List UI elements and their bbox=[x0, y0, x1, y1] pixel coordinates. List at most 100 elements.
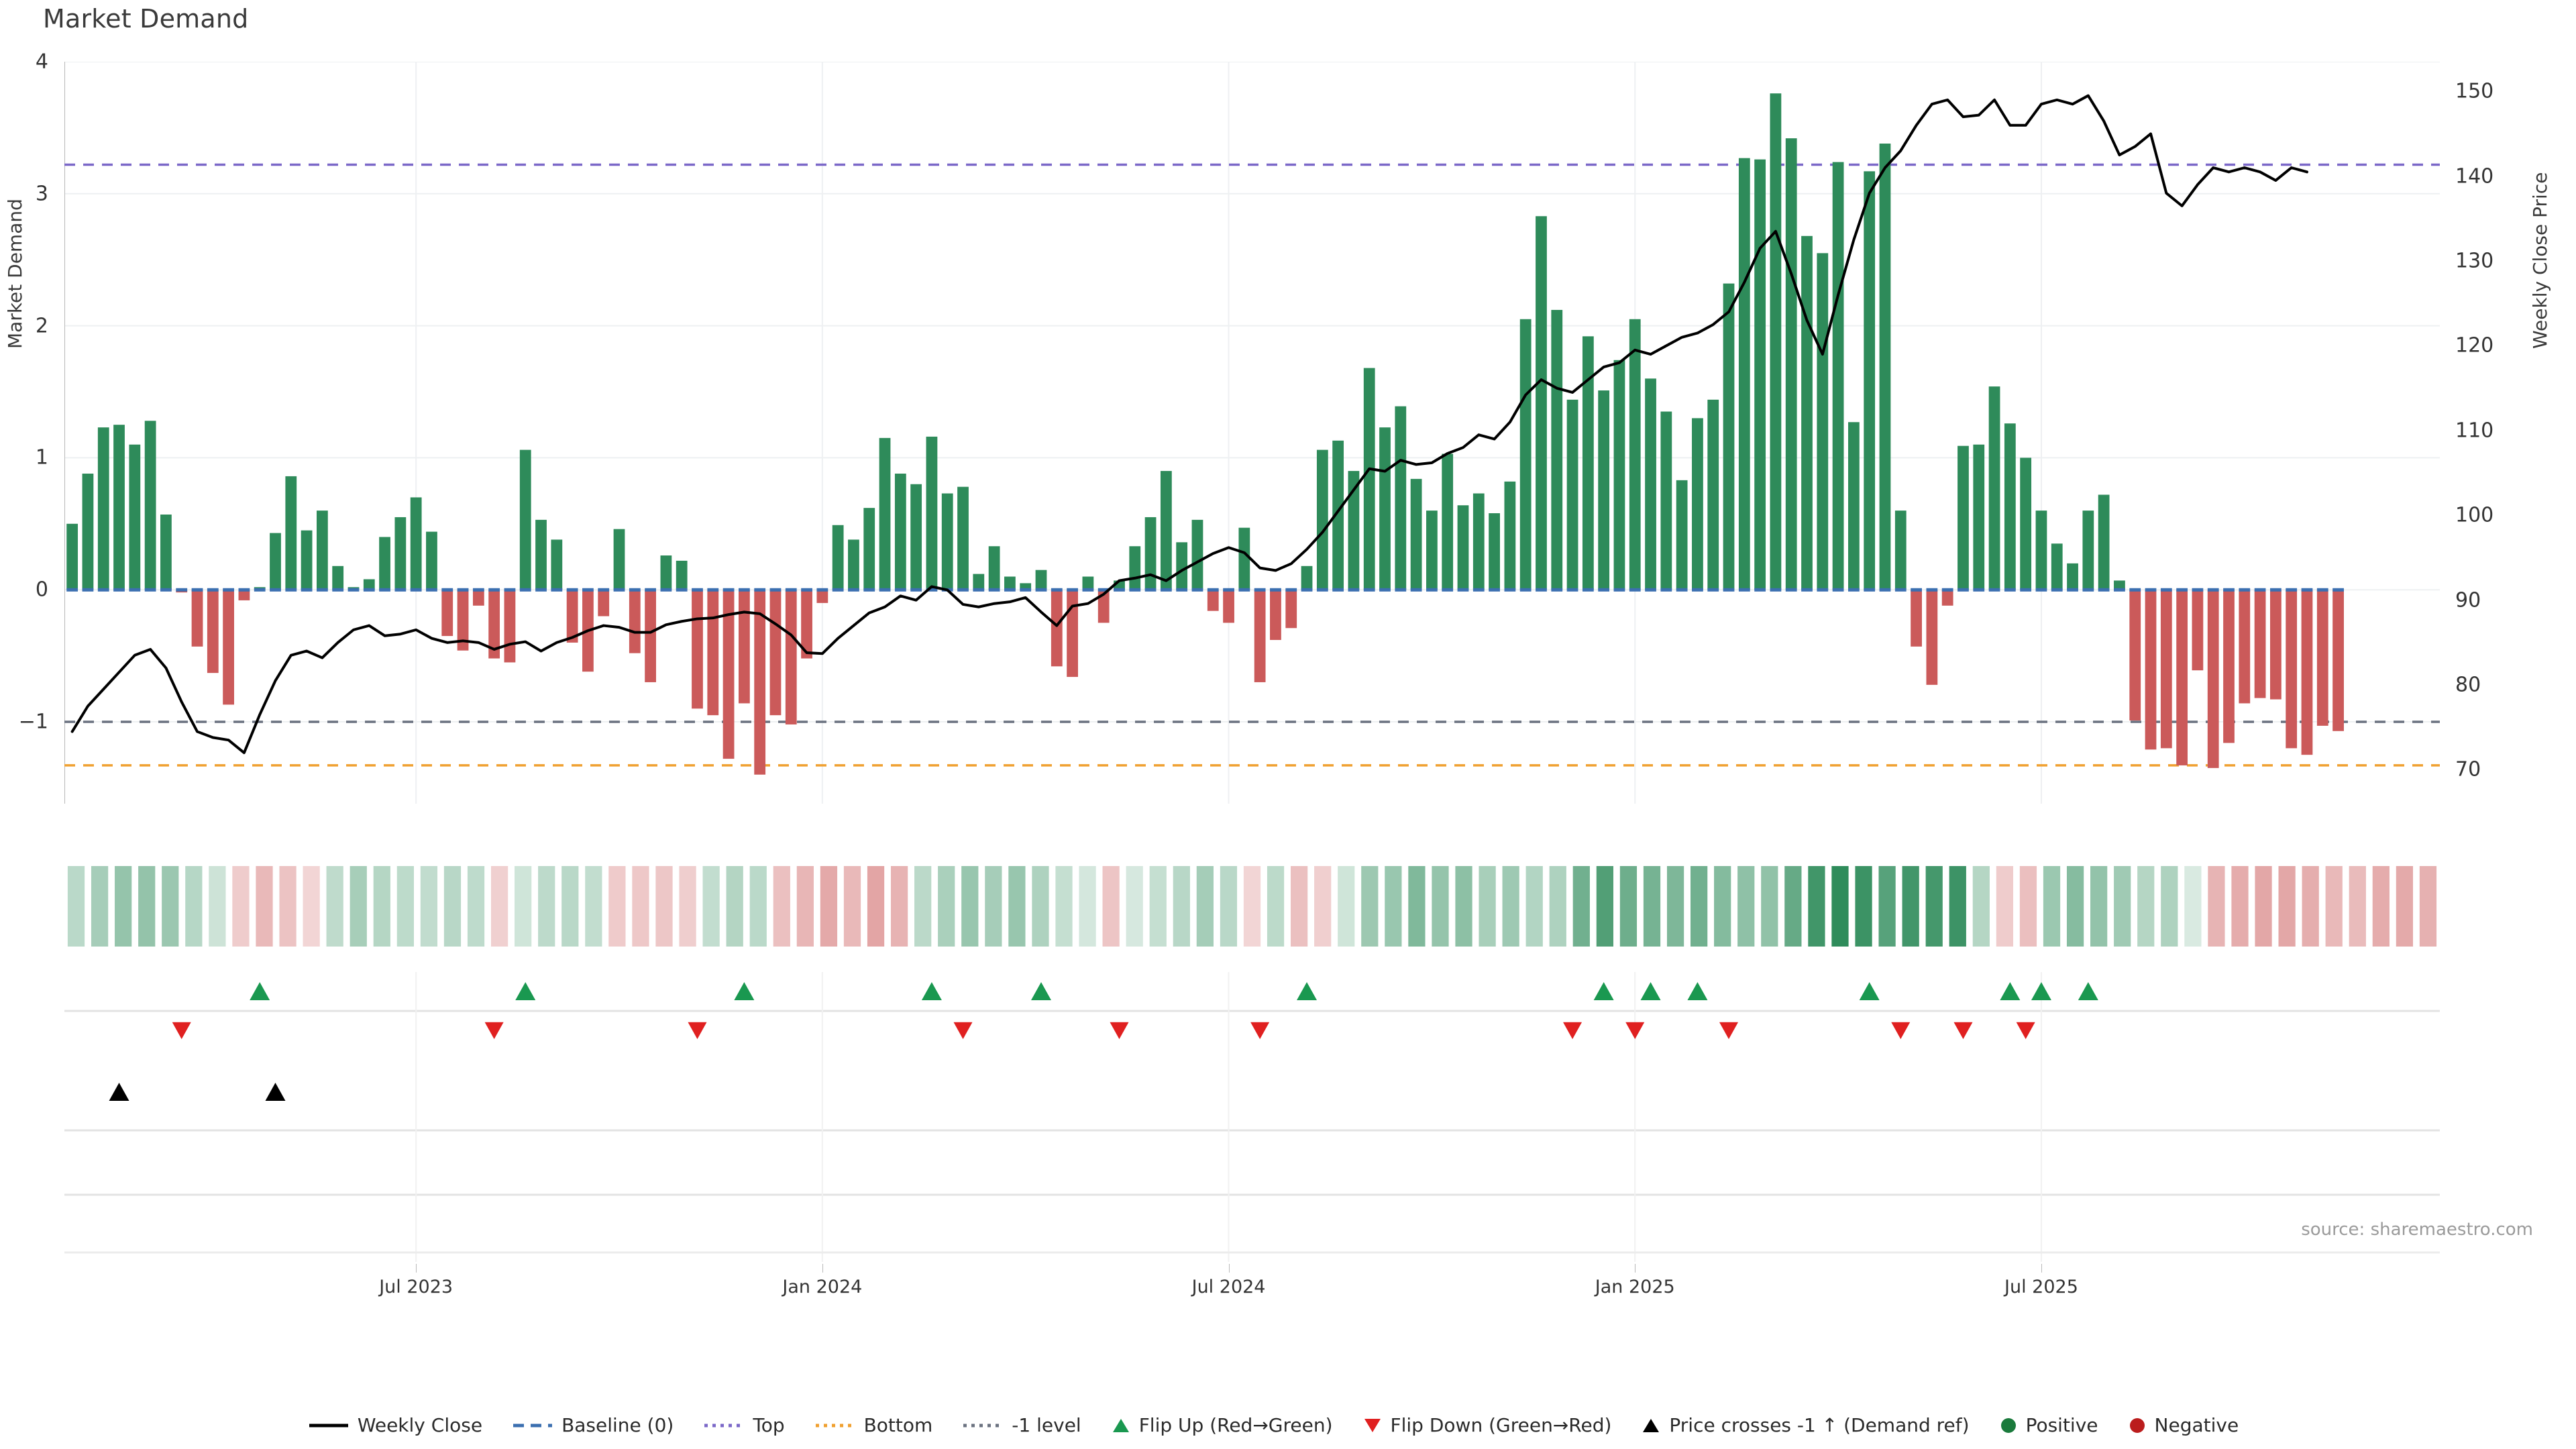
strip-cell[interactable] bbox=[279, 866, 297, 947]
demand-bar[interactable] bbox=[1348, 471, 1360, 590]
strip-cell[interactable] bbox=[1784, 866, 1802, 947]
strip-cell[interactable] bbox=[890, 866, 908, 947]
flip-down-marker[interactable] bbox=[953, 1022, 973, 1039]
strip-cell[interactable] bbox=[1761, 866, 1778, 947]
strip-cell[interactable] bbox=[1902, 866, 1919, 947]
strip-cell[interactable] bbox=[326, 866, 343, 947]
flip-up-marker[interactable] bbox=[2031, 982, 2051, 1000]
demand-bar[interactable] bbox=[1707, 399, 1719, 590]
demand-bar[interactable] bbox=[223, 590, 234, 705]
demand-bar[interactable] bbox=[363, 579, 375, 590]
strip-cell[interactable] bbox=[2325, 866, 2343, 947]
demand-bar[interactable] bbox=[1536, 216, 1547, 590]
demand-bar[interactable] bbox=[769, 590, 782, 716]
flip-down-marker[interactable] bbox=[1719, 1022, 1739, 1039]
demand-bar[interactable] bbox=[316, 511, 328, 590]
strip-cell[interactable] bbox=[2349, 866, 2366, 947]
strip-cell[interactable] bbox=[1455, 866, 1472, 947]
demand-bar[interactable] bbox=[1472, 493, 1485, 590]
strip-cell[interactable] bbox=[796, 866, 814, 947]
strip-cell[interactable] bbox=[2419, 866, 2437, 947]
strip-cell[interactable] bbox=[515, 866, 532, 947]
demand-bar[interactable] bbox=[973, 574, 985, 590]
demand-bar[interactable] bbox=[160, 515, 172, 590]
strip-cell[interactable] bbox=[1714, 866, 1731, 947]
strip-cell[interactable] bbox=[538, 866, 555, 947]
demand-bar[interactable] bbox=[144, 421, 156, 590]
demand-bar[interactable] bbox=[926, 436, 938, 590]
demand-bar[interactable] bbox=[2223, 590, 2235, 743]
strip-cell[interactable] bbox=[1878, 866, 1896, 947]
demand-bar[interactable] bbox=[832, 525, 844, 590]
demand-bar[interactable] bbox=[1957, 445, 1969, 590]
demand-bar[interactable] bbox=[1660, 411, 1672, 590]
demand-bar[interactable] bbox=[645, 590, 656, 682]
strip-cell[interactable] bbox=[820, 866, 838, 947]
demand-bar[interactable] bbox=[1817, 253, 1829, 590]
flip-down-marker[interactable] bbox=[1250, 1022, 1270, 1039]
strip-cell[interactable] bbox=[2278, 866, 2296, 947]
demand-bar[interactable] bbox=[613, 529, 625, 590]
strip-cell[interactable] bbox=[1149, 866, 1167, 947]
strip-cell[interactable] bbox=[91, 866, 109, 947]
strip-cell[interactable] bbox=[1831, 866, 1849, 947]
strip-cell[interactable] bbox=[1690, 866, 1708, 947]
demand-bar[interactable] bbox=[207, 590, 219, 674]
strip-cell[interactable] bbox=[1196, 866, 1214, 947]
demand-bar[interactable] bbox=[676, 560, 688, 590]
demand-bar[interactable] bbox=[1442, 453, 1454, 590]
strip-cell[interactable] bbox=[162, 866, 179, 947]
demand-bar[interactable] bbox=[488, 590, 500, 659]
demand-bar[interactable] bbox=[535, 519, 547, 590]
strip-cell[interactable] bbox=[1079, 866, 1096, 947]
demand-bar[interactable] bbox=[1941, 590, 1953, 606]
demand-bar[interactable] bbox=[1566, 399, 1578, 590]
demand-bar[interactable] bbox=[2004, 423, 2016, 590]
strip-cell[interactable] bbox=[1314, 866, 1332, 947]
demand-bar[interactable] bbox=[2020, 458, 2032, 590]
strip-cell[interactable] bbox=[232, 866, 250, 947]
demand-bar[interactable] bbox=[1785, 138, 1797, 590]
demand-bar[interactable] bbox=[1926, 590, 1938, 685]
flip-up-marker[interactable] bbox=[1859, 982, 1880, 1000]
strip-cell[interactable] bbox=[1502, 866, 1519, 947]
strip-cell[interactable] bbox=[1549, 866, 1566, 947]
legend-item-bottom[interactable]: Bottom bbox=[814, 1414, 932, 1436]
legend-item-top[interactable]: Top bbox=[703, 1414, 785, 1436]
demand-bar[interactable] bbox=[801, 590, 812, 659]
demand-bar[interactable] bbox=[1692, 418, 1703, 590]
demand-bar[interactable] bbox=[1379, 427, 1391, 590]
strip-cell[interactable] bbox=[938, 866, 955, 947]
strip-cell[interactable] bbox=[1596, 866, 1614, 947]
demand-bar[interactable] bbox=[692, 590, 703, 709]
flip-up-marker[interactable] bbox=[2078, 982, 2098, 1000]
demand-bar[interactable] bbox=[1629, 319, 1641, 590]
strip-cell[interactable] bbox=[1220, 866, 1238, 947]
strip-cell[interactable] bbox=[2396, 866, 2414, 947]
strip-cell[interactable] bbox=[679, 866, 696, 947]
strip-cell[interactable] bbox=[256, 866, 273, 947]
demand-bar[interactable] bbox=[441, 590, 453, 637]
demand-bar[interactable] bbox=[1504, 481, 1516, 590]
demand-bar[interactable] bbox=[816, 590, 828, 603]
strip-cell[interactable] bbox=[2019, 866, 2037, 947]
strip-cell[interactable] bbox=[1996, 866, 2014, 947]
demand-bar[interactable] bbox=[519, 449, 531, 590]
strip-cell[interactable] bbox=[2114, 866, 2131, 947]
demand-bar[interactable] bbox=[285, 476, 297, 590]
demand-bar[interactable] bbox=[238, 590, 250, 600]
demand-bar[interactable] bbox=[1613, 360, 1625, 590]
strip-cell[interactable] bbox=[702, 866, 720, 947]
demand-bar[interactable] bbox=[660, 555, 672, 590]
strip-cell[interactable] bbox=[1972, 866, 1990, 947]
demand-bar[interactable] bbox=[1864, 171, 1876, 590]
strip-cell[interactable] bbox=[2302, 866, 2319, 947]
demand-bar[interactable] bbox=[301, 530, 313, 590]
demand-bar[interactable] bbox=[1270, 590, 1281, 640]
flip-down-marker[interactable] bbox=[1625, 1022, 1645, 1039]
demand-bar[interactable] bbox=[1801, 235, 1813, 590]
demand-bar[interactable] bbox=[785, 590, 797, 724]
strip-cell[interactable] bbox=[1855, 866, 1872, 947]
legend-item-flip-up[interactable]: Flip Up (Red→Green) bbox=[1111, 1414, 1333, 1436]
strip-cell[interactable] bbox=[608, 866, 626, 947]
